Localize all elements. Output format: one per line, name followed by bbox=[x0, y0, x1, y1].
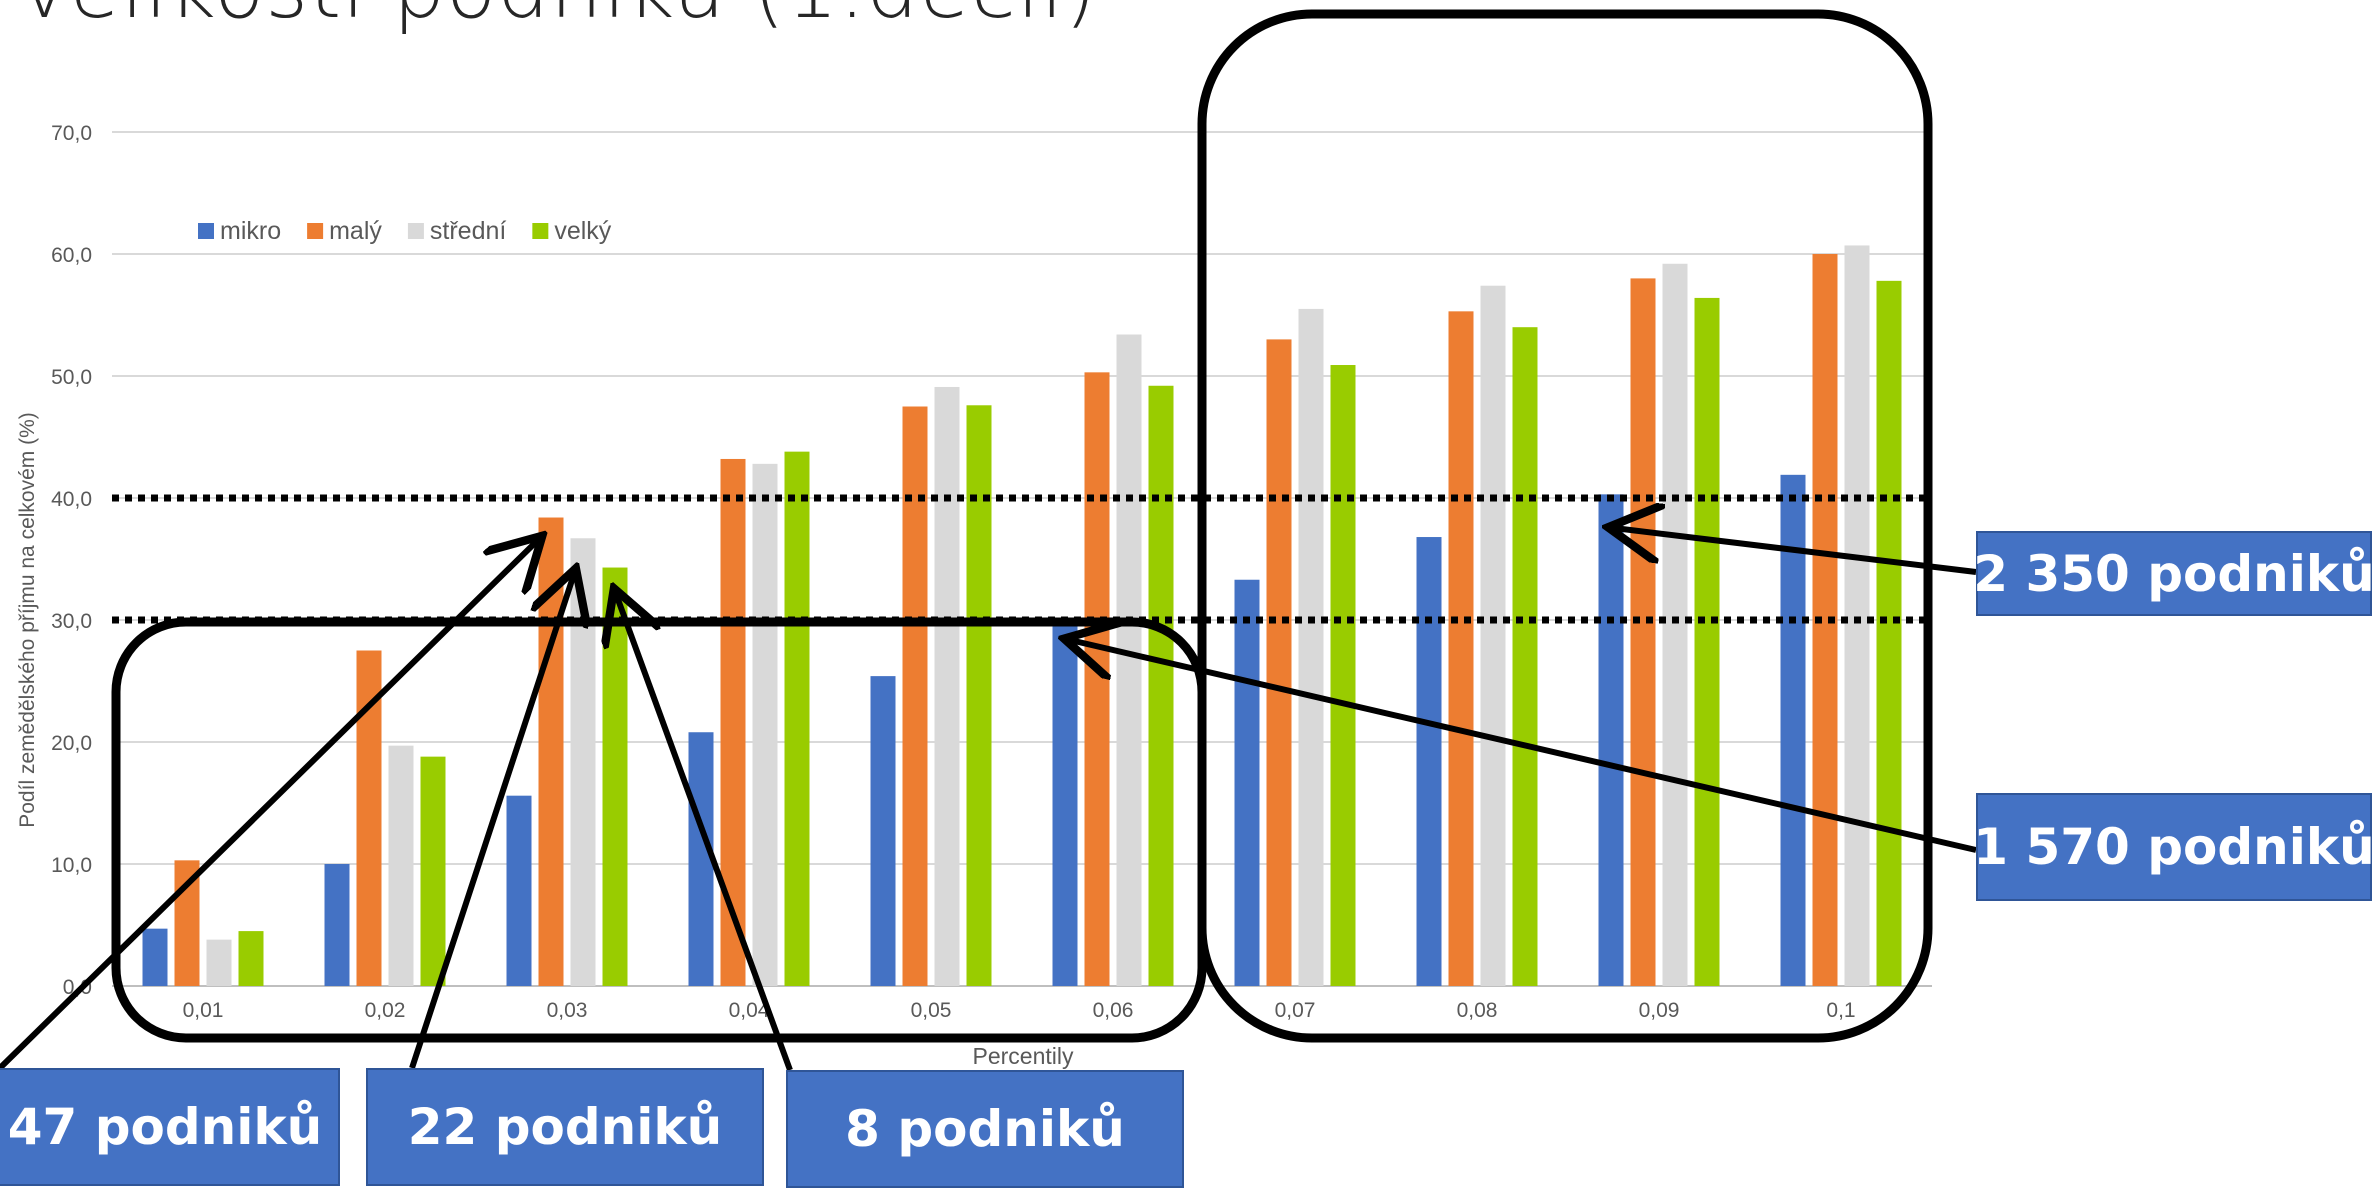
y-tick-label: 50,0 bbox=[51, 366, 92, 389]
gridlines bbox=[112, 131, 1932, 987]
callout-arrows bbox=[0, 528, 1977, 1072]
bar-mikro-0,06 bbox=[1052, 620, 1078, 986]
bar-velký-0,01 bbox=[238, 931, 264, 986]
bar-velký-0,03 bbox=[602, 567, 628, 986]
bar-mikro-0,01 bbox=[142, 928, 168, 986]
legend-label-mikro: mikro bbox=[220, 217, 281, 245]
x-tick-label: 0,09 bbox=[1639, 999, 1680, 1022]
bar-malý-0,03 bbox=[538, 517, 564, 986]
bar-střední-0,05 bbox=[934, 386, 960, 987]
bar-mikro-0,1 bbox=[1780, 474, 1806, 986]
bar-střední-0,01 bbox=[206, 939, 232, 986]
arrow-8 bbox=[616, 594, 793, 1072]
y-tick-label: 10,0 bbox=[51, 854, 92, 877]
callout-47: 47 podniků bbox=[0, 1068, 340, 1186]
y-tick-label: 40,0 bbox=[51, 488, 92, 511]
legend-swatch-střední bbox=[407, 223, 424, 239]
bar-mikro-0,04 bbox=[688, 732, 714, 986]
bar-střední-0,09 bbox=[1662, 263, 1688, 986]
bar-střední-0,03 bbox=[570, 538, 596, 986]
bar-velký-0,04 bbox=[784, 451, 810, 986]
legend-swatch-velký bbox=[532, 223, 549, 239]
bar-mikro-0,03 bbox=[506, 795, 532, 986]
bar-velký-0,07 bbox=[1330, 365, 1356, 986]
x-tick-label: 0,02 bbox=[365, 999, 406, 1022]
legend-label-velký: velký bbox=[554, 217, 611, 245]
arrow-47 bbox=[0, 540, 538, 1071]
bar-malý-0,05 bbox=[902, 406, 928, 986]
x-tick-label: 0,08 bbox=[1457, 999, 1498, 1022]
bar-malý-0,06 bbox=[1084, 372, 1110, 987]
x-tick-label: 0,05 bbox=[911, 999, 952, 1022]
reference-lines bbox=[112, 494, 1930, 624]
legend-label-malý: malý bbox=[329, 217, 382, 245]
bar-střední-0,02 bbox=[388, 745, 414, 986]
arrow-1570 bbox=[1070, 640, 1977, 853]
x-tick-label: 0,1 bbox=[1826, 999, 1855, 1022]
x-axis-label: Percentily bbox=[973, 1043, 1074, 1069]
bar-velký-0,1 bbox=[1876, 280, 1902, 987]
x-tick-labels: 0,01 0,02 0,03 0,04 0,05 0,06 0,07 0,08 0,09 0,1 bbox=[183, 999, 1856, 1022]
bar-malý-0,09 bbox=[1630, 278, 1656, 986]
bar-mikro-0,09 bbox=[1598, 494, 1624, 986]
bar-velký-0,06 bbox=[1148, 385, 1174, 986]
bar-velký-0,09 bbox=[1694, 297, 1720, 986]
bar-mikro-0,07 bbox=[1234, 579, 1260, 986]
arrow-2350 bbox=[1614, 528, 1977, 575]
bar-mikro-0,05 bbox=[870, 676, 896, 986]
legend-label-střední: střední bbox=[430, 217, 506, 245]
x-tick-label: 0,06 bbox=[1093, 999, 1134, 1022]
legend-swatch-mikro bbox=[198, 223, 214, 239]
bar-velký-0,05 bbox=[966, 405, 992, 986]
y-tick-label: 30,0 bbox=[51, 610, 92, 633]
bar-střední-0,06 bbox=[1116, 334, 1142, 986]
bar-střední-0,08 bbox=[1480, 285, 1506, 987]
y-tick-label: 60,0 bbox=[51, 244, 92, 267]
y-axis-label: Podíl zemědělského příjmu na celkovém (%… bbox=[16, 412, 39, 828]
callout-2350: 2 350 podniků bbox=[1973, 531, 2374, 616]
highlight-box-left bbox=[111, 617, 1207, 1043]
bars bbox=[142, 245, 1902, 987]
slide-title: velikosti podniků (1.decil) bbox=[20, 0, 1097, 37]
callout-8: 8 podniků bbox=[786, 1070, 1184, 1188]
legend-swatch-malý bbox=[307, 223, 324, 239]
bar-velký-0,02 bbox=[420, 756, 446, 986]
bar-mikro-0,08 bbox=[1416, 537, 1442, 986]
callout-22: 22 podniků bbox=[366, 1068, 764, 1186]
legend: mikro malý střední velký bbox=[198, 217, 612, 245]
bar-velký-0,08 bbox=[1512, 327, 1538, 986]
x-tick-label: 0,03 bbox=[547, 999, 588, 1022]
y-tick-label: 20,0 bbox=[51, 732, 92, 755]
y-tick-labels: 0,010,020,030,040,050,060,070,0 bbox=[51, 122, 92, 999]
bar-malý-0,08 bbox=[1448, 311, 1474, 987]
bar-mikro-0,02 bbox=[324, 864, 350, 986]
callout-1570: 1 570 podniků bbox=[1973, 793, 2374, 901]
bar-střední-0,04 bbox=[752, 463, 778, 987]
bar-střední-0,07 bbox=[1298, 308, 1324, 986]
x-tick-label: 0,04 bbox=[729, 999, 770, 1022]
arrow-22 bbox=[409, 574, 574, 1069]
x-tick-label: 0,01 bbox=[183, 999, 224, 1022]
y-tick-label: 70,0 bbox=[51, 122, 92, 145]
bar-střední-0,1 bbox=[1844, 245, 1870, 986]
bar-malý-0,07 bbox=[1266, 339, 1292, 986]
highlight-box-right bbox=[1197, 9, 1933, 1043]
x-tick-label: 0,07 bbox=[1275, 999, 1316, 1022]
highlight-boxes bbox=[111, 9, 1933, 1043]
